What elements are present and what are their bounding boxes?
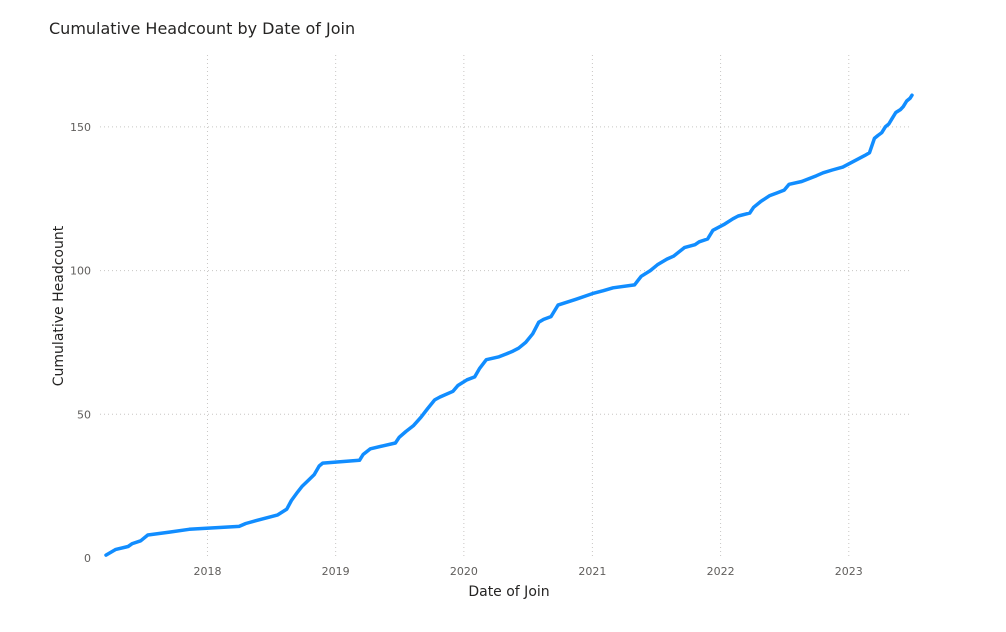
x-tick-label: 2019 <box>322 565 350 578</box>
y-tick-label: 100 <box>70 265 91 278</box>
x-axis-title: Date of Join <box>468 584 549 600</box>
x-tick-label: 2018 <box>193 565 221 578</box>
y-tick-label: 50 <box>77 408 91 421</box>
x-tick-label: 2022 <box>707 565 735 578</box>
series-line-cumulative-headcount <box>104 93 914 557</box>
gridlines <box>100 55 912 558</box>
y-tick-label: 0 <box>84 552 91 565</box>
chart-title: Cumulative Headcount by Date of Join <box>49 19 356 38</box>
tick-labels: 0 50 100 150 2018 2019 2020 2021 2022 2023 <box>70 121 863 578</box>
x-tick-label: 2021 <box>578 565 606 578</box>
y-axis-title: Cumulative Headcount <box>51 225 67 386</box>
x-tick-label: 2020 <box>450 565 478 578</box>
x-tick-label: 2023 <box>835 565 863 578</box>
y-tick-label: 150 <box>70 121 91 134</box>
